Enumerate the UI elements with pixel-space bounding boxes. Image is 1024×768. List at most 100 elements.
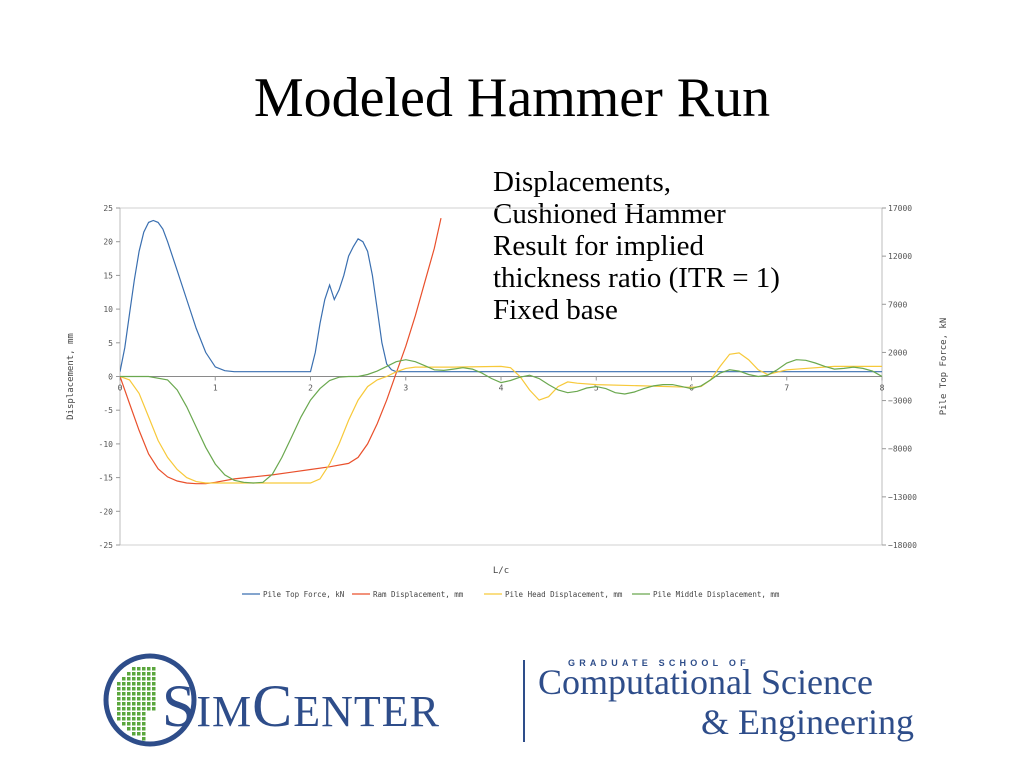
series-line-2 — [120, 217, 442, 485]
series-line-3 — [120, 352, 882, 484]
globe-dot — [142, 697, 146, 701]
globe-dot — [152, 677, 156, 681]
x-tick-label: 4 — [499, 384, 504, 393]
globe-dot — [142, 727, 146, 731]
y-tick-label: -5 — [103, 406, 113, 415]
y2-tick-label: 17000 — [888, 204, 912, 213]
globe-dot — [127, 717, 131, 721]
globe-dot — [127, 722, 131, 726]
legend-entry: Pile Middle Displacement, mm — [653, 590, 780, 599]
globe-dot — [132, 677, 136, 681]
globe-dot — [122, 697, 126, 701]
globe-dot — [117, 687, 121, 691]
y-tick-label: -25 — [99, 541, 114, 550]
globe-dot — [132, 702, 136, 706]
globe-dot — [122, 687, 126, 691]
globe-dot — [117, 702, 121, 706]
globe-dot — [147, 692, 151, 696]
logo-main-text: SIMCENTER — [162, 673, 440, 739]
simcenter-logo: SIMCENTER GRADUATE SCHOOL OF Computation… — [103, 653, 914, 747]
globe-dot — [127, 677, 131, 681]
x-tick-label: 3 — [403, 384, 408, 393]
globe-dot — [142, 722, 146, 726]
series-line-1 — [120, 219, 882, 373]
globe-dot — [127, 697, 131, 701]
x-tick-label: 7 — [784, 384, 789, 393]
logo-line2: & Engineering — [701, 702, 914, 742]
globe-dot — [117, 692, 121, 696]
globe-dot — [152, 672, 156, 676]
globe-dot — [117, 707, 121, 711]
x-tick-label: 0 — [118, 384, 123, 393]
globe-icon — [103, 653, 197, 747]
y-tick-label: 10 — [103, 305, 113, 314]
globe-dot — [142, 687, 146, 691]
globe-dot — [127, 727, 131, 731]
globe-dot — [132, 717, 136, 721]
globe-dot — [132, 707, 136, 711]
y2-tick-label: 12000 — [888, 252, 912, 261]
globe-dot — [122, 722, 126, 726]
globe-dot — [117, 682, 121, 686]
globe-dot — [127, 687, 131, 691]
globe-dot — [127, 672, 131, 676]
y-tick-label: 0 — [108, 373, 113, 382]
globe-dot — [117, 697, 121, 701]
slide-title: Modeled Hammer Run — [253, 67, 771, 129]
globe-dot — [147, 667, 151, 671]
globe-dot — [137, 717, 141, 721]
globe-dot — [122, 717, 126, 721]
y-tick-label: 15 — [103, 271, 113, 280]
globe-dot — [132, 672, 136, 676]
series-line-4 — [120, 359, 882, 484]
globe-dot — [152, 692, 156, 696]
globe-dot — [137, 712, 141, 716]
globe-dot — [132, 682, 136, 686]
globe-dot — [127, 682, 131, 686]
y-axis-label: Displacement, mm — [66, 333, 76, 420]
y2-tick-label: −8000 — [888, 445, 912, 454]
globe-dot — [142, 737, 146, 741]
globe-dot — [117, 717, 121, 721]
x-tick-label: 8 — [880, 384, 885, 393]
globe-dot — [137, 677, 141, 681]
globe-dot — [147, 707, 151, 711]
globe-dot — [132, 687, 136, 691]
globe-dot — [147, 682, 151, 686]
logo-line1: Computational Science — [538, 662, 873, 702]
globe-dot — [137, 692, 141, 696]
caption-line: thickness ratio (ITR = 1) — [493, 262, 780, 294]
globe-dot — [137, 667, 141, 671]
globe-dot — [132, 722, 136, 726]
globe-dot — [137, 697, 141, 701]
caption-line: Fixed base — [493, 294, 618, 326]
y-tick-label: -20 — [99, 507, 114, 516]
y2-tick-label: 2000 — [888, 348, 907, 357]
y-tick-label: 20 — [103, 238, 113, 247]
globe-dot — [142, 677, 146, 681]
x-axis-label: L/c — [493, 566, 509, 576]
globe-dot — [142, 667, 146, 671]
globe-dot — [122, 682, 126, 686]
y2-tick-label: 7000 — [888, 300, 907, 309]
globe-dot — [142, 707, 146, 711]
globe-dot — [147, 702, 151, 706]
globe-dot — [142, 672, 146, 676]
globe-dot — [137, 702, 141, 706]
globe-dot — [132, 667, 136, 671]
caption-line: Cushioned Hammer — [493, 198, 726, 230]
globe-dot — [147, 697, 151, 701]
globe-dot — [137, 687, 141, 691]
globe-dot — [147, 677, 151, 681]
globe-dot — [142, 717, 146, 721]
globe-dot — [127, 702, 131, 706]
x-tick-label: 1 — [213, 384, 218, 393]
globe-dot — [142, 712, 146, 716]
slide-caption: Displacements, Cushioned Hammer Result f… — [493, 166, 780, 326]
y-tick-label: 25 — [103, 204, 113, 213]
globe-dot — [137, 727, 141, 731]
globe-dot — [117, 712, 121, 716]
globe-dot — [122, 692, 126, 696]
y2-tick-label: −13000 — [888, 493, 917, 502]
globe-dot — [147, 672, 151, 676]
